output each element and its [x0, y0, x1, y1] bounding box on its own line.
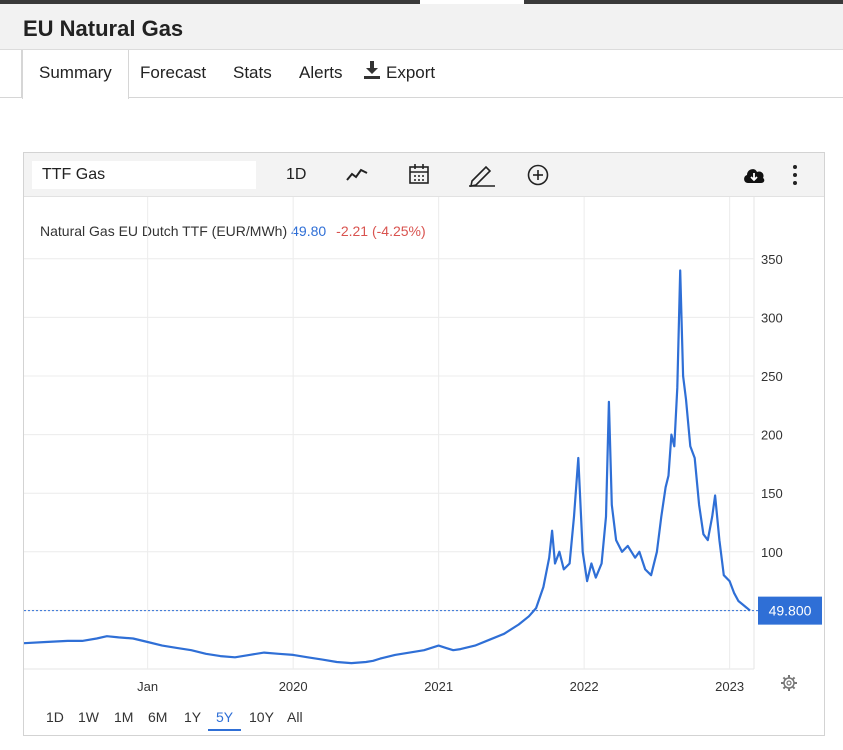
range-6m[interactable]: 6M	[148, 709, 168, 725]
line-chart-icon[interactable]	[346, 165, 368, 185]
chart-panel: 1D Natural Gas EU Dutch TTF (EUR/MWh)49.…	[23, 152, 825, 736]
page-header: EU Natural Gas	[0, 4, 843, 50]
tab-bar-spacer	[0, 50, 22, 98]
plus-circle-icon[interactable]	[527, 164, 549, 186]
top-strip	[0, 0, 843, 4]
tab-export[interactable]: Export	[364, 50, 435, 98]
range-1w[interactable]: 1W	[78, 709, 99, 725]
tab-label: Export	[386, 63, 436, 82]
grid	[24, 197, 755, 670]
price-badge-box	[758, 596, 822, 625]
range-selector: 1D 1W 1M 6M 1Y 5Y 10Y All	[24, 701, 824, 735]
tab-label: Alerts	[299, 63, 343, 82]
series-line	[24, 269, 751, 665]
top-strip-segment	[524, 0, 843, 4]
tab-stats[interactable]: Stats	[233, 50, 272, 98]
tab-forecast[interactable]: Forecast	[140, 50, 206, 98]
x-tick-label: 2023	[715, 679, 744, 694]
pencil-icon[interactable]	[468, 163, 496, 188]
x-tick-label: 2020	[279, 679, 308, 694]
y-tick-label: 200	[761, 428, 783, 443]
tab-alerts[interactable]: Alerts	[299, 50, 342, 98]
legend-last-value: 49.80	[291, 223, 327, 239]
chart-area[interactable]: 100 150 200 250 300 350 Jan 2020 2021 2022 2023 4…	[24, 197, 824, 702]
chart-legend: Natural Gas EU Dutch TTF (EUR/MWh) 49.80-…	[40, 223, 426, 239]
x-tick-label: Jan	[137, 679, 158, 694]
y-tick-label: 150	[761, 486, 783, 501]
symbol-input[interactable]	[32, 161, 256, 189]
interval-button[interactable]: 1D	[286, 166, 307, 183]
tab-label: Forecast	[140, 63, 207, 82]
y-tick-label: 300	[761, 310, 783, 325]
y-tick-label: 250	[761, 369, 783, 384]
tab-label: Stats	[233, 63, 272, 82]
gear-icon[interactable]	[781, 675, 797, 691]
x-tick-label: 2022	[570, 679, 599, 694]
tab-summary[interactable]: Summary	[22, 50, 129, 99]
range-5y[interactable]: 5Y	[208, 707, 242, 731]
range-1d[interactable]: 1D	[46, 709, 64, 725]
page-title: EU Natural Gas	[23, 16, 184, 41]
y-tick-label: 350	[761, 252, 783, 267]
x-axis: Jan 2020 2021 2022 2023	[137, 679, 744, 694]
more-vertical-icon[interactable]	[792, 164, 798, 186]
x-tick-label: 2021	[424, 679, 453, 694]
y-axis: 100 150 200 250 300 350	[761, 252, 783, 560]
top-strip-segment	[0, 0, 420, 4]
legend-change: -2.21 (-4.25%)	[336, 223, 426, 239]
price-badge-text: 49.800	[769, 603, 812, 619]
range-1y[interactable]: 1Y	[184, 709, 202, 725]
price-badge: 49.800	[758, 596, 822, 625]
calendar-icon[interactable]	[408, 163, 430, 185]
cloud-download-icon[interactable]	[742, 166, 766, 186]
chart-toolbar: 1D	[24, 153, 824, 197]
range-10y[interactable]: 10Y	[249, 709, 274, 725]
download-icon	[364, 51, 380, 97]
range-1m[interactable]: 1M	[114, 709, 134, 725]
range-all[interactable]: All	[287, 709, 303, 725]
tab-label: Summary	[39, 63, 112, 82]
tab-bar: Summary Forecast Stats Alerts Export	[0, 50, 843, 99]
legend-series-name: Natural Gas EU Dutch TTF (EUR/MWh)	[40, 223, 288, 239]
y-tick-label: 100	[761, 545, 783, 560]
